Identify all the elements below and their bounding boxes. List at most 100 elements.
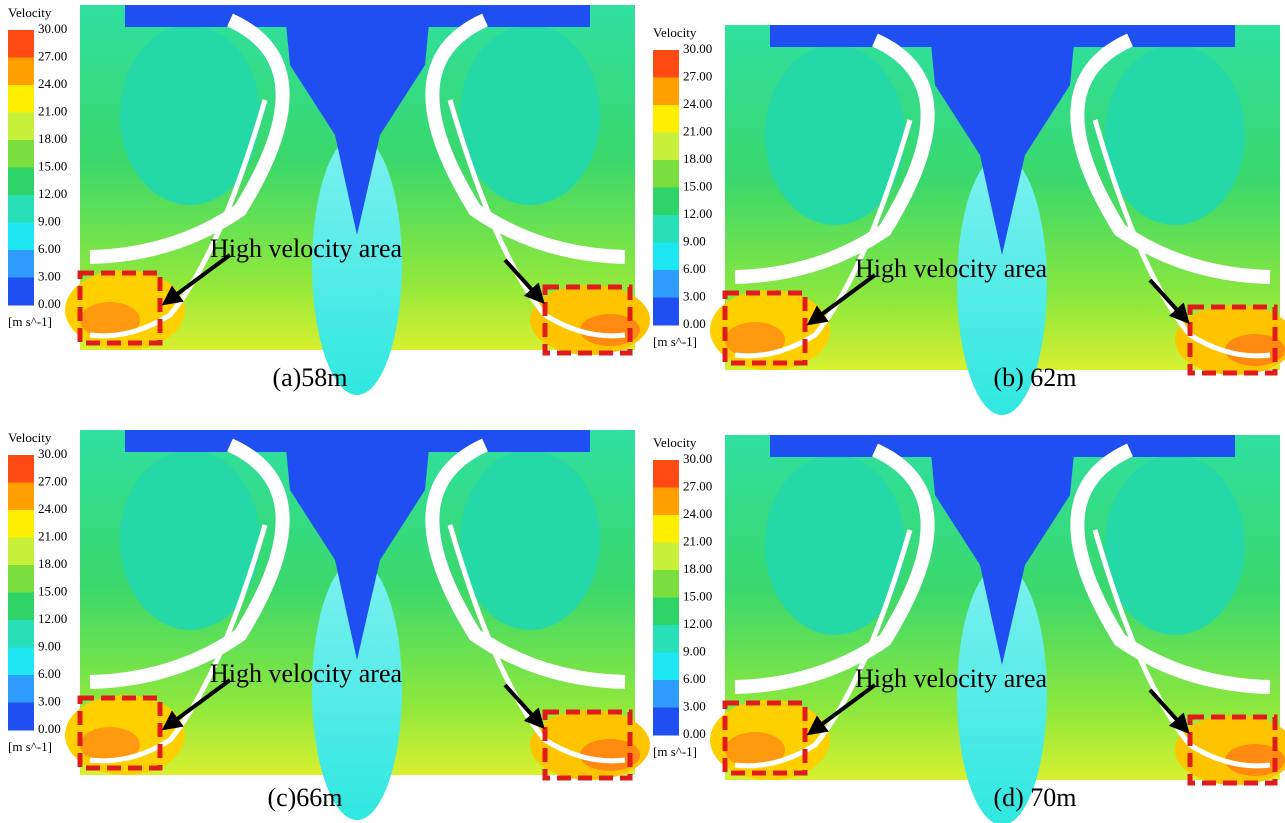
colorbar-label: 6.00 xyxy=(683,671,706,686)
colorbar-label: 12.00 xyxy=(683,616,712,631)
colorbar-label: 27.00 xyxy=(683,478,712,493)
colorbar-label: 24.00 xyxy=(38,501,67,516)
colorbar-segment xyxy=(8,58,34,86)
colorbar-label: 9.00 xyxy=(38,213,61,228)
colorbar-label: 6.00 xyxy=(683,261,706,276)
colorbar-label: 3.00 xyxy=(683,698,706,713)
legend-title: Velocity xyxy=(8,5,52,20)
colorbar-label: 24.00 xyxy=(683,96,712,111)
colorbar-label: 30.00 xyxy=(683,451,712,466)
colorbar-label: 0.00 xyxy=(38,296,61,311)
panel: Velocity30.00 27.00 24.00 21.00 18.00 15.00 12… xyxy=(8,430,650,820)
colorbar-segment xyxy=(653,625,679,653)
colorbar-segment xyxy=(8,648,34,676)
colorbar-segment xyxy=(8,223,34,251)
colorbar-segment xyxy=(653,133,679,161)
colorbar-segment xyxy=(653,105,679,133)
colorbar-label: 27.00 xyxy=(683,68,712,83)
annotation: High velocity area xyxy=(210,659,402,688)
colorbar-label: 3.00 xyxy=(38,268,61,283)
panel: Velocity30.0027.0024.0021.0018.0015.0012… xyxy=(8,5,650,395)
legend-unit: [m s^-1] xyxy=(8,739,52,754)
colorbar-segment xyxy=(653,215,679,243)
colorbar-segment xyxy=(653,570,679,598)
legend-title: Velocity xyxy=(653,435,697,450)
colorbar-segment xyxy=(8,250,34,278)
colorbar-label: 6.00 xyxy=(38,241,61,256)
colorbar-label: 30.00 xyxy=(683,41,712,56)
colorbar-segment xyxy=(8,195,34,223)
legend-unit: [m s^-1] xyxy=(653,334,697,349)
colorbar-segment xyxy=(8,620,34,648)
legend-title: Velocity xyxy=(653,25,697,40)
colorbar-segment xyxy=(8,593,34,621)
colorbar-label: 15.00 xyxy=(683,588,712,603)
colorbar-label: 30.00 xyxy=(38,21,67,36)
colorbar-label: 15.00 xyxy=(38,158,67,173)
caption: (c)66m xyxy=(267,783,342,812)
colorbar-segment xyxy=(8,278,34,306)
colorbar-label: 6.00 xyxy=(38,666,61,681)
colorbar-segment xyxy=(653,160,679,188)
colorbar-label: 0.00 xyxy=(38,721,61,736)
colorbar-segment xyxy=(8,85,34,113)
legend-title: Velocity xyxy=(8,430,52,445)
region xyxy=(460,450,600,630)
colorbar-label: 15.00 xyxy=(38,583,67,598)
caption: (d) 70m xyxy=(993,783,1076,812)
colorbar-label: 18.00 xyxy=(683,561,712,576)
colorbar-segment xyxy=(653,298,679,326)
colorbar-segment xyxy=(653,488,679,516)
annotation: High velocity area xyxy=(855,664,1047,693)
colorbar-segment xyxy=(653,78,679,106)
colorbar-label: 24.00 xyxy=(683,506,712,521)
colorbar-label: 21.00 xyxy=(38,528,67,543)
colorbar-label: 18.00 xyxy=(38,556,67,571)
colorbar-segment xyxy=(653,243,679,271)
legend-unit: [m s^-1] xyxy=(8,314,52,329)
colorbar-label: 18.00 xyxy=(38,131,67,146)
colorbar-label: 27.00 xyxy=(38,48,67,63)
colorbar-segment xyxy=(653,543,679,571)
colorbar-segment xyxy=(653,188,679,216)
colorbar-segment xyxy=(653,708,679,736)
colorbar-label: 9.00 xyxy=(38,638,61,653)
colorbar-label: 3.00 xyxy=(683,288,706,303)
colorbar-segment xyxy=(8,510,34,538)
colorbar-segment xyxy=(8,140,34,168)
colorbar-label: 0.00 xyxy=(683,316,706,331)
colorbar-label: 24.00 xyxy=(38,76,67,91)
caption: (b) 62m xyxy=(993,363,1076,392)
colorbar-segment xyxy=(653,680,679,708)
annotation: High velocity area xyxy=(855,254,1047,283)
colorbar-segment xyxy=(653,515,679,543)
contour-plot: High velocity area xyxy=(710,25,1285,415)
colorbar-label: 12.00 xyxy=(38,186,67,201)
region xyxy=(460,25,600,205)
colorbar-segment xyxy=(8,565,34,593)
region xyxy=(1105,455,1245,635)
contour-plot: High velocity area xyxy=(65,5,650,395)
colorbar-label: 30.00 xyxy=(38,446,67,461)
colorbar-label: 18.00 xyxy=(683,151,712,166)
colorbar-segment xyxy=(8,113,34,141)
figure: Velocity30.0027.0024.0021.0018.0015.0012… xyxy=(0,0,1285,823)
colorbar-segment xyxy=(8,483,34,511)
colorbar-segment xyxy=(653,270,679,298)
colorbar-label: 9.00 xyxy=(683,643,706,658)
colorbar-label: 15.00 xyxy=(683,178,712,193)
colorbar-label: 9.00 xyxy=(683,233,706,248)
colorbar-label: 3.00 xyxy=(38,693,61,708)
colorbar-segment xyxy=(8,455,34,483)
colorbar-segment xyxy=(8,168,34,196)
contour-plot: High velocity area xyxy=(710,435,1285,823)
colorbar-segment xyxy=(653,50,679,78)
colorbar-segment xyxy=(8,703,34,731)
colorbar-label: 27.00 xyxy=(38,473,67,488)
colorbar-label: 12.00 xyxy=(38,611,67,626)
colorbar-segment xyxy=(653,653,679,681)
colorbar-segment xyxy=(8,30,34,58)
colorbar-label: 21.00 xyxy=(683,533,712,548)
colorbar-segment xyxy=(8,675,34,703)
